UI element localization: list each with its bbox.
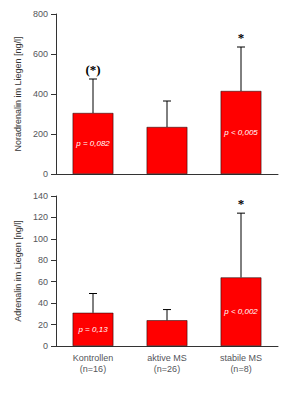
svg-text:p < 0,002: p < 0,002	[223, 307, 258, 316]
svg-text:200: 200	[33, 129, 48, 139]
svg-text:400: 400	[33, 89, 48, 99]
svg-text:(n=16): (n=16)	[80, 364, 106, 374]
svg-text:stabile MS: stabile MS	[220, 353, 262, 363]
svg-text:(n=26): (n=26)	[154, 364, 180, 374]
svg-text:p = 0,13: p = 0,13	[77, 325, 108, 334]
svg-text:80: 80	[38, 255, 48, 265]
svg-text:0: 0	[43, 169, 48, 179]
svg-text:p < 0,005: p < 0,005	[223, 128, 258, 137]
svg-text:*: *	[238, 196, 245, 211]
svg-text:20: 20	[38, 320, 48, 330]
svg-text:40: 40	[38, 298, 48, 308]
svg-text:Adrenalin im Liegen [ng/l]: Adrenalin im Liegen [ng/l]	[13, 220, 23, 322]
svg-text:100: 100	[33, 234, 48, 244]
svg-text:*: *	[238, 30, 245, 45]
svg-text:(n=8): (n=8)	[230, 364, 251, 374]
svg-text:800: 800	[33, 9, 48, 19]
svg-text:600: 600	[33, 49, 48, 59]
svg-text:140: 140	[33, 191, 48, 201]
svg-text:Kontrollen: Kontrollen	[73, 353, 114, 363]
svg-text:(*): (*)	[85, 62, 100, 77]
svg-text:aktive MS: aktive MS	[147, 353, 187, 363]
svg-text:120: 120	[33, 212, 48, 222]
svg-text:60: 60	[38, 277, 48, 287]
svg-text:Noradrenalin im Liegen [ng/l]: Noradrenalin im Liegen [ng/l]	[13, 36, 23, 151]
svg-text:0: 0	[43, 341, 48, 351]
svg-text:p = 0,082: p = 0,082	[75, 139, 110, 148]
